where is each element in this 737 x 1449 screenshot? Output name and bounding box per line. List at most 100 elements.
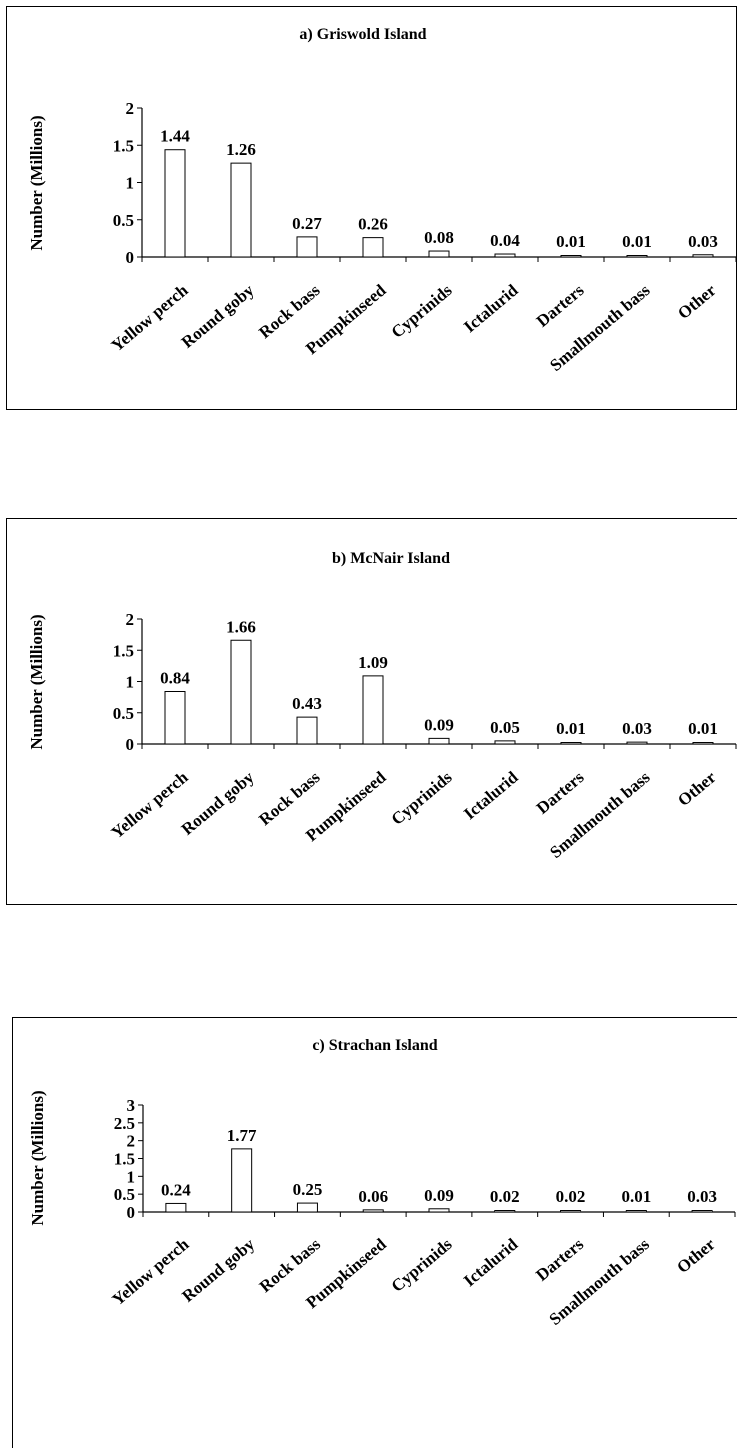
y-axis-label: Number (Millions) <box>28 1090 47 1225</box>
data-label: 0.03 <box>688 232 718 251</box>
bar-other <box>692 742 714 745</box>
y-axis-label: Number (Millions) <box>27 115 46 250</box>
bar-rock-bass <box>296 236 318 258</box>
bar-pumpkinseed <box>362 675 384 745</box>
data-label: 0.05 <box>490 718 520 737</box>
data-label: 0.24 <box>161 1180 191 1199</box>
data-label: 0.03 <box>687 1187 717 1206</box>
y-tick-label: 3 <box>127 1096 136 1115</box>
bar-round-goby <box>231 1148 253 1213</box>
chart-title: c) Strachan Island <box>312 1037 437 1054</box>
category-label: Round goby <box>178 1234 258 1306</box>
category-label: Yellow perch <box>108 280 192 355</box>
bar-round-goby <box>230 639 252 745</box>
category-label: Cyprinids <box>388 280 456 342</box>
y-tick-label: 2 <box>126 610 135 629</box>
category-label: Round goby <box>178 767 258 839</box>
y-axis-label: Number (Millions) <box>27 614 46 749</box>
bar-cyprinids <box>428 1208 450 1213</box>
bar-rock-bass <box>296 716 318 745</box>
y-tick-label: 0.5 <box>113 211 134 230</box>
data-label: 0.27 <box>292 214 322 233</box>
y-tick-label: 1.5 <box>114 1150 135 1169</box>
data-label: 0.08 <box>424 228 454 247</box>
bar-pumpkinseed <box>362 237 384 258</box>
bar-ictalurid <box>494 253 516 258</box>
data-label: 0.01 <box>556 719 586 738</box>
chart-panel-mcnair: b) McNair Island Number (Millions) 0 0.5 1 1.… <box>6 518 737 905</box>
bar-ictalurid <box>494 1210 516 1213</box>
y-tick-label: 1 <box>126 174 135 193</box>
data-label: 0.02 <box>556 1187 586 1206</box>
chart-title: b) McNair Island <box>332 550 450 567</box>
category-label: Other <box>673 1234 719 1277</box>
chart-griswold: a) Griswold Island Number (Millions) 0 0.5 1… <box>27 26 737 375</box>
y-tick-label: 1 <box>127 1167 136 1186</box>
bar-yellow-perch <box>165 1202 187 1213</box>
data-label: 0.26 <box>358 215 388 234</box>
bar-darters <box>560 255 582 258</box>
category-label: Darters <box>532 1234 587 1285</box>
bar-darters <box>560 1210 582 1213</box>
category-label: Other <box>674 767 720 810</box>
y-tick-label: 1.5 <box>113 641 134 660</box>
category-label: Other <box>674 280 720 323</box>
data-label: 1.44 <box>160 127 190 146</box>
data-label: 0.01 <box>688 719 718 738</box>
bar-pumpkinseed <box>362 1209 384 1213</box>
y-tick-label: 0.5 <box>113 704 134 723</box>
data-label: 1.09 <box>358 653 388 672</box>
data-label: 1.77 <box>227 1126 257 1145</box>
data-label: 0.25 <box>293 1180 323 1199</box>
data-label: 0.09 <box>424 715 454 734</box>
data-label: 0.01 <box>622 232 652 251</box>
y-tick-label: 1.5 <box>113 136 134 155</box>
data-label: 0.04 <box>490 231 520 250</box>
bar-yellow-perch <box>164 149 186 258</box>
category-label: Ictalurid <box>460 280 522 336</box>
data-label: 0.01 <box>621 1187 651 1206</box>
y-tick-label: 2 <box>127 1132 136 1151</box>
data-label: 0.43 <box>292 694 322 713</box>
bar-rock-bass <box>296 1202 318 1213</box>
bar-smallmouth-bass <box>626 741 648 745</box>
bar-smallmouth-bass <box>625 1210 647 1213</box>
bar-cyprinids <box>428 250 450 258</box>
y-tick-label: 0.5 <box>114 1185 135 1204</box>
category-label: Yellow perch <box>108 767 192 842</box>
category-label: Darters <box>533 767 588 818</box>
chart-title: a) Griswold Island <box>299 26 426 43</box>
bar-yellow-perch <box>164 691 186 745</box>
y-tick-label: 0 <box>127 1203 136 1222</box>
category-label: Darters <box>533 280 588 331</box>
chart-mcnair: b) McNair Island Number (Millions) 0 0.5 1 1.… <box>27 550 737 862</box>
category-label: Ictalurid <box>460 767 522 823</box>
chart-panel-strachan: c) Strachan Island Number (Millions) 0 0.5 1… <box>12 1017 737 1448</box>
y-tick-label: 0 <box>126 735 135 754</box>
y-tick-label: 2.5 <box>114 1114 135 1133</box>
category-label: Round goby <box>178 280 258 352</box>
data-label: 0.01 <box>556 232 586 251</box>
data-label: 0.06 <box>358 1187 388 1206</box>
bar-ictalurid <box>494 740 516 745</box>
category-label: Cyprinids <box>388 767 456 829</box>
category-label: Cyprinids <box>388 1234 456 1296</box>
y-tick-label: 2 <box>126 99 135 118</box>
y-tick-label: 0 <box>126 248 135 267</box>
bar-other <box>692 254 714 258</box>
category-label: Yellow perch <box>109 1234 193 1309</box>
bar-other <box>691 1210 713 1213</box>
data-label: 1.26 <box>226 140 256 159</box>
bar-round-goby <box>230 162 252 258</box>
data-label: 1.66 <box>226 617 256 636</box>
data-label: 0.84 <box>160 669 190 688</box>
chart-panel-griswold: a) Griswold Island Number (Millions) 0 0.5 1… <box>6 6 737 410</box>
bar-smallmouth-bass <box>626 255 648 258</box>
data-label: 0.02 <box>490 1187 520 1206</box>
bar-darters <box>560 742 582 745</box>
category-label: Ictalurid <box>460 1234 522 1290</box>
y-tick-label: 1 <box>126 673 135 692</box>
bar-cyprinids <box>428 737 450 745</box>
data-label: 0.03 <box>622 719 652 738</box>
